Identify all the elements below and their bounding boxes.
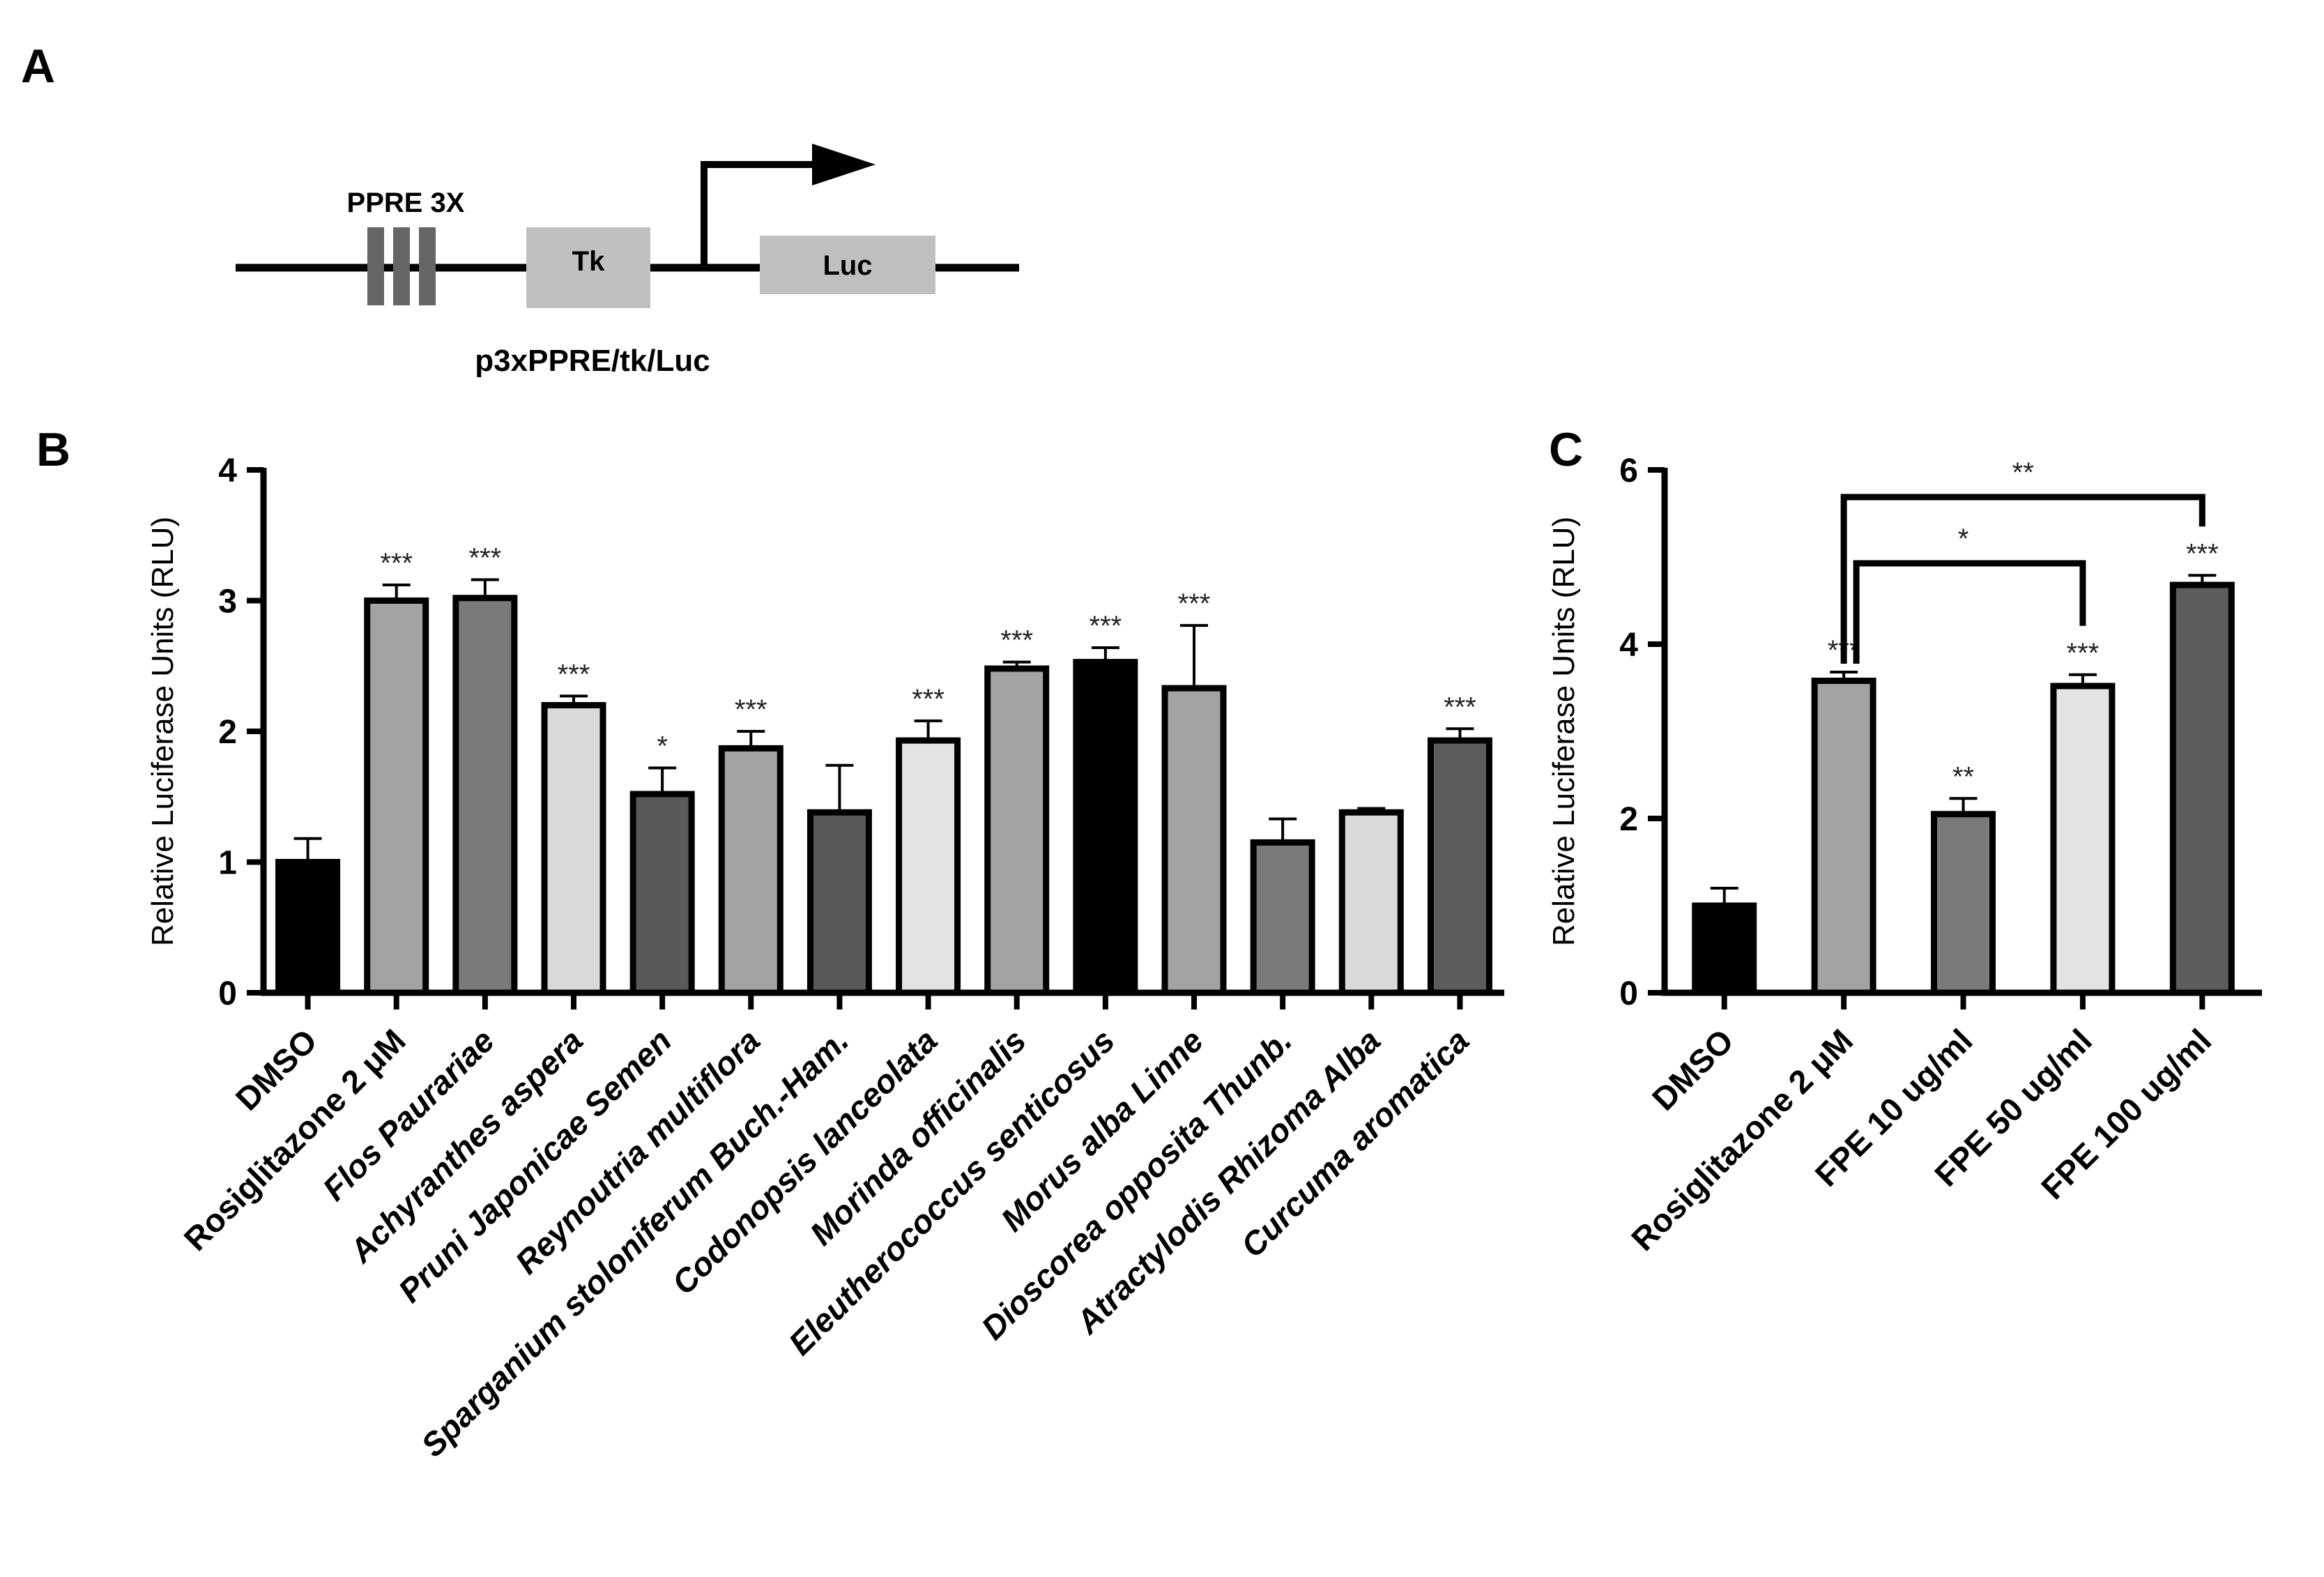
significance-label: ** [1952,761,1974,792]
bar [896,737,961,996]
bar [1161,685,1227,996]
bar [718,745,783,996]
y-tick-label: 2 [218,714,237,751]
bar [1811,678,1876,996]
significance-label: *** [1444,692,1476,722]
bar [806,809,872,996]
comparison-bracket [1853,560,2086,664]
transcription-arrow-head-icon [812,144,876,185]
ppre-element-2 [393,227,410,305]
y-tick-label: 6 [1619,452,1638,489]
significance-label: *** [912,684,945,715]
bar [1250,839,1315,996]
bar [2050,683,2116,996]
y-tick-label: 4 [1619,627,1638,664]
panel-c: C 0 2 4 6 Relative Luciferase Units (RLU) DMS… [1547,423,2262,1258]
y-axis-label: Relative Luciferase Units (RLU) [1547,517,1581,946]
panel-b-letter: B [36,423,70,476]
bar [629,791,695,996]
bar [1427,737,1492,996]
luc-label: Luc [823,250,872,281]
significance-label: *** [469,543,502,574]
category-label: Eleutherococcus senticosus [781,1022,1122,1362]
y-tick-label: 1 [218,845,237,882]
significance-label: *** [2186,538,2219,569]
panel-a-letter: A [21,40,55,93]
ppre-element-1 [367,227,384,305]
y-tick-label: 2 [1619,801,1638,838]
panel-c-letter: C [1549,423,1583,476]
bar [984,665,1050,996]
significance-label: *** [1178,588,1211,619]
category-label: Rosiglitazone 2 μM [1624,1022,1860,1258]
significance-label: *** [735,694,767,725]
comparison-label: ** [2012,457,2034,488]
panel-a: A PPRE 3X Tk Luc p3xPPRE/tk/Luc [21,40,1019,378]
construct-label: p3xPPRE/tk/Luc [475,344,710,378]
ppre-element-3 [419,227,436,305]
comparison-label: * [1958,524,1969,554]
tk-promoter-box [526,227,650,308]
ppre-label: PPRE 3X [347,188,465,218]
bar [1338,809,1404,996]
y-tick-label: 4 [218,452,237,489]
significance-label: * [657,731,668,762]
significance-label: *** [380,548,413,579]
transcription-start-arrow-line [701,161,814,268]
bar [1931,811,1996,996]
significance-label: *** [1000,625,1033,656]
bar [541,702,606,996]
comparison-bracket [1840,494,2205,664]
bar [1073,659,1138,996]
y-tick-label: 0 [1619,975,1638,1012]
significance-label: *** [2067,638,2100,669]
bar [275,859,341,996]
bar [452,595,518,996]
significance-label: *** [1090,611,1122,641]
y-tick-label: 0 [218,975,237,1012]
significance-label: *** [558,659,590,690]
tk-label: Tk [572,246,605,277]
luc-gene-box [760,236,935,294]
y-tick-label: 3 [218,584,237,620]
y-axis-label: Relative Luciferase Units (RLU) [146,517,180,946]
bar [364,597,429,996]
category-label: DMSO [1645,1022,1741,1118]
bar [2169,581,2235,996]
bar [1692,902,1757,996]
chart-c: 0 2 4 6 Relative Luciferase Units (RLU) DMSO *… [1547,452,2262,1258]
